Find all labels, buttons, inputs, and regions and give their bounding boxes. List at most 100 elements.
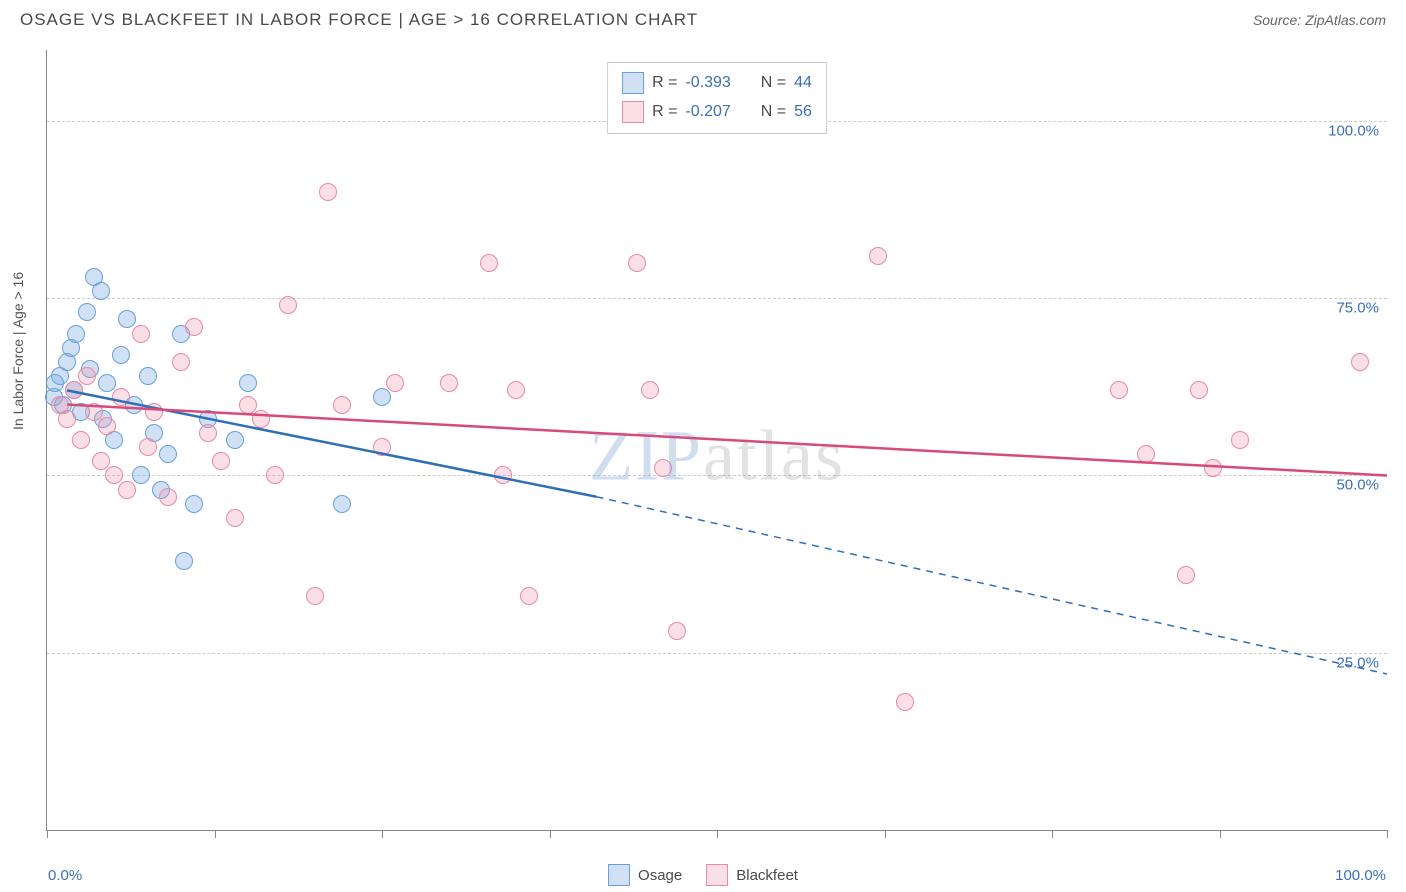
r-label: R = [652,69,677,98]
n-label: N = [761,98,786,127]
correlation-scatter-chart: R = -0.393 N = 44 R = -0.207 N = 56 ZIPa… [46,50,1387,831]
data-point [212,452,230,470]
data-point [185,495,203,513]
data-point [1231,431,1249,449]
data-point [132,466,150,484]
data-point [1110,381,1128,399]
correlation-legend: R = -0.393 N = 44 R = -0.207 N = 56 [607,62,827,134]
y-tick-label: 50.0% [1336,477,1379,494]
data-point [132,325,150,343]
data-point [319,183,337,201]
data-point [199,424,217,442]
y-axis-label: In Labor Force | Age > 16 [10,272,26,430]
page-title: OSAGE VS BLACKFEET IN LABOR FORCE | AGE … [20,10,698,30]
n-label: N = [761,69,786,98]
data-point [172,353,190,371]
data-point [520,587,538,605]
data-point [654,459,672,477]
y-tick-label: 75.0% [1336,300,1379,317]
data-point [1190,381,1208,399]
x-tick [215,830,216,838]
data-point [333,396,351,414]
data-point [1177,566,1195,584]
data-point [668,622,686,640]
data-point [98,417,116,435]
x-tick [717,830,718,838]
data-point [67,325,85,343]
data-point [78,303,96,321]
data-point [494,466,512,484]
data-point [72,431,90,449]
data-point [145,403,163,421]
series-legend: Osage Blackfeet [608,864,798,886]
data-point [252,410,270,428]
x-tick [1387,830,1388,838]
data-point [333,495,351,513]
r-label: R = [652,98,677,127]
r-value: -0.207 [685,98,730,127]
data-point [92,282,110,300]
data-point [373,438,391,456]
gridline-h [47,653,1387,654]
data-point [507,381,525,399]
data-point [1137,445,1155,463]
data-point [139,367,157,385]
data-point [226,431,244,449]
x-tick [382,830,383,838]
data-point [641,381,659,399]
data-point [1351,353,1369,371]
data-point [85,403,103,421]
trend-lines [47,50,1387,830]
data-point [239,374,257,392]
x-axis-max-label: 100.0% [1335,867,1386,884]
r-value: -0.393 [685,69,730,98]
source-attribution: Source: ZipAtlas.com [1253,12,1386,28]
y-tick-label: 100.0% [1328,122,1379,139]
series-name: Osage [638,867,682,884]
data-point [118,481,136,499]
data-point [386,374,404,392]
blackfeet-swatch [622,101,644,123]
data-point [628,254,646,272]
data-point [139,438,157,456]
n-value: 44 [794,69,812,98]
data-point [112,346,130,364]
data-point [58,410,76,428]
data-point [373,388,391,406]
data-point [92,452,110,470]
n-value: 56 [794,98,812,127]
data-point [65,381,83,399]
legend-item-blackfeet: Blackfeet [706,864,798,886]
series-name: Blackfeet [736,867,798,884]
blackfeet-swatch [706,864,728,886]
data-point [480,254,498,272]
data-point [175,552,193,570]
data-point [266,466,284,484]
gridline-h [47,298,1387,299]
osage-swatch [622,72,644,94]
data-point [185,318,203,336]
watermark: ZIPatlas [589,414,845,497]
x-axis-min-label: 0.0% [48,867,82,884]
data-point [869,247,887,265]
data-point [306,587,324,605]
data-point [112,388,130,406]
data-point [239,396,257,414]
legend-row-blackfeet: R = -0.207 N = 56 [622,98,812,127]
y-tick-label: 25.0% [1336,654,1379,671]
x-tick [47,830,48,838]
x-tick [1052,830,1053,838]
data-point [1204,459,1222,477]
x-tick [550,830,551,838]
data-point [98,374,116,392]
data-point [118,310,136,328]
legend-item-osage: Osage [608,864,682,886]
legend-row-osage: R = -0.393 N = 44 [622,69,812,98]
data-point [159,488,177,506]
data-point [78,367,96,385]
data-point [440,374,458,392]
data-point [896,693,914,711]
data-point [105,466,123,484]
gridline-h [47,475,1387,476]
x-tick [1220,830,1221,838]
